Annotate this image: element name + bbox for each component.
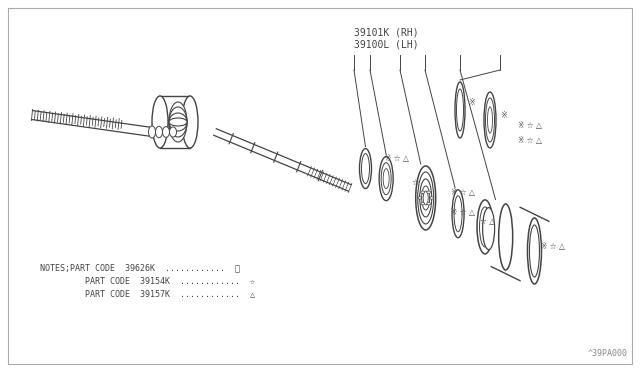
Ellipse shape	[360, 148, 371, 189]
Ellipse shape	[381, 163, 391, 195]
Ellipse shape	[148, 126, 156, 138]
Text: ※ ☆ △: ※ ☆ △	[451, 189, 475, 198]
Ellipse shape	[163, 126, 170, 137]
Ellipse shape	[452, 190, 464, 238]
Ellipse shape	[479, 207, 490, 247]
Text: ☆: ☆	[411, 179, 419, 188]
Ellipse shape	[170, 127, 177, 137]
Ellipse shape	[477, 200, 493, 254]
Ellipse shape	[430, 197, 433, 199]
Ellipse shape	[527, 218, 541, 284]
Ellipse shape	[152, 96, 168, 148]
Ellipse shape	[182, 96, 198, 148]
Text: ※ ☆ △: ※ ☆ △	[518, 121, 542, 129]
Ellipse shape	[455, 82, 465, 138]
Ellipse shape	[418, 197, 422, 199]
Ellipse shape	[420, 179, 432, 217]
Ellipse shape	[422, 186, 429, 210]
Text: ☆ △: ☆ △	[480, 217, 495, 226]
Ellipse shape	[499, 204, 513, 270]
Ellipse shape	[421, 191, 424, 193]
Text: NOTES;PART CODE  39626K  ............  ※: NOTES;PART CODE 39626K ............ ※	[40, 263, 240, 273]
Text: 39100L (LH): 39100L (LH)	[354, 39, 419, 49]
Text: ※: ※	[468, 97, 475, 106]
Ellipse shape	[418, 172, 434, 224]
Ellipse shape	[169, 102, 187, 142]
Ellipse shape	[483, 208, 495, 250]
Ellipse shape	[456, 89, 463, 131]
Text: ※ ☆ △: ※ ☆ △	[385, 154, 410, 163]
Text: ^39PA000: ^39PA000	[588, 349, 628, 358]
Ellipse shape	[421, 202, 424, 205]
Ellipse shape	[427, 191, 431, 193]
Ellipse shape	[169, 113, 187, 131]
Ellipse shape	[416, 166, 436, 230]
Ellipse shape	[169, 118, 187, 126]
Text: PART CODE  39157K  ............  △: PART CODE 39157K ............ △	[40, 289, 255, 298]
Ellipse shape	[488, 107, 493, 133]
Text: 39101K (RH): 39101K (RH)	[354, 27, 419, 37]
Ellipse shape	[529, 225, 540, 277]
Ellipse shape	[427, 202, 431, 205]
Ellipse shape	[486, 98, 495, 142]
Text: PART CODE  39154K  ............  ☆: PART CODE 39154K ............ ☆	[40, 276, 255, 285]
Ellipse shape	[423, 191, 428, 205]
Ellipse shape	[383, 169, 389, 189]
Ellipse shape	[156, 126, 163, 138]
Ellipse shape	[454, 196, 462, 232]
Text: ※ ☆ △: ※ ☆ △	[518, 135, 542, 144]
Ellipse shape	[169, 107, 187, 137]
Ellipse shape	[484, 92, 496, 148]
Text: ※: ※	[500, 110, 507, 119]
Ellipse shape	[379, 157, 393, 201]
Text: ※ ☆ △: ※ ☆ △	[451, 208, 475, 218]
Ellipse shape	[362, 154, 369, 183]
Text: ※ ☆ △: ※ ☆ △	[541, 243, 565, 251]
